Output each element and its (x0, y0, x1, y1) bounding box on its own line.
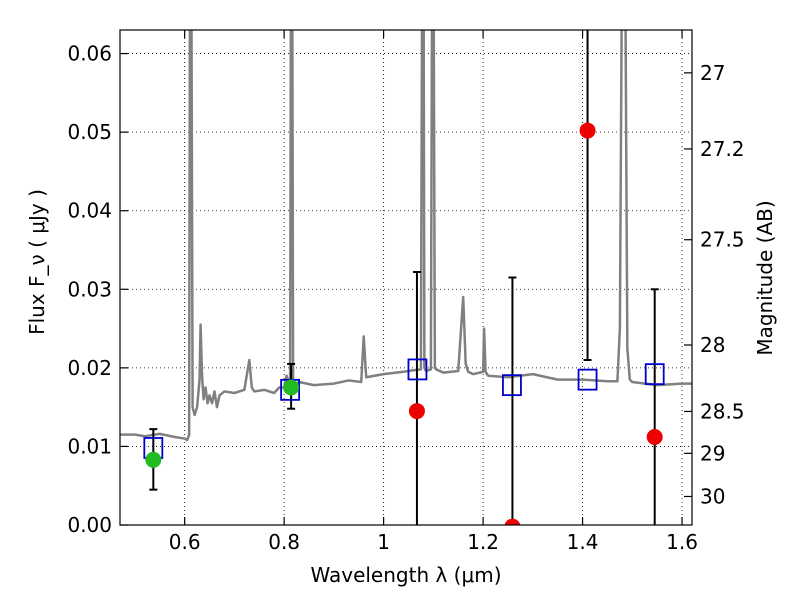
y-axis-title: Flux F_ν ( μJy ) (25, 189, 49, 335)
y2-tick-label-5: 29 (700, 441, 725, 465)
y-tick-label-2: 0.02 (67, 356, 112, 380)
y2-tick-label-3: 28 (700, 333, 725, 357)
y2-tick-label-4: 28.5 (700, 399, 745, 423)
axis-ticks (120, 30, 692, 526)
y-tick-label-3: 0.03 (67, 277, 112, 301)
x-tick-label-3: 1.2 (467, 530, 499, 554)
y2-tick-label-6: 30 (700, 484, 725, 508)
plot-frame (119, 29, 693, 526)
detection-point-0 (145, 451, 162, 468)
tick-labels: 0.6 0.8 1 1.2 1.4 1.6 0.00 0.01 0.02 0.03 0.04 0.05… (67, 42, 744, 554)
non-detection-point-3 (504, 518, 521, 525)
spectrum-line (120, 30, 692, 442)
y-tick-label-0: 0.00 (67, 513, 112, 537)
x-axis-title: Wavelength λ (μm) (310, 563, 501, 587)
model-flux-square-3 (502, 374, 522, 397)
x-tick-label-5: 1.6 (666, 530, 698, 554)
y2-axis-title: Magnitude (AB) (753, 200, 777, 355)
model-flux-square-4 (577, 368, 598, 391)
x-tick-label-1: 0.8 (268, 530, 300, 554)
y-tick-label-4: 0.04 (67, 199, 112, 223)
y2-tick-label-1: 27.2 (700, 137, 745, 161)
y2-tick-label-2: 27.5 (700, 228, 745, 252)
y-tick-label-1: 0.01 (67, 434, 112, 458)
x-tick-label-4: 1.4 (567, 530, 599, 554)
detection-point-1 (283, 379, 300, 396)
y-tick-label-6: 0.06 (67, 42, 112, 66)
y2-tick-label-0: 27 (700, 61, 725, 85)
x-tick-label-2: 1 (377, 530, 390, 554)
y-tick-label-5: 0.05 (67, 120, 112, 144)
model-flux-square-5 (644, 363, 665, 386)
non-detection-point-2 (408, 403, 425, 420)
non-detection-point-5 (646, 429, 663, 445)
model-flux-square-2 (407, 358, 428, 381)
plot-area (120, 30, 692, 525)
x-tick-label-0: 0.6 (169, 530, 201, 554)
non-detection-point-4 (579, 122, 596, 139)
